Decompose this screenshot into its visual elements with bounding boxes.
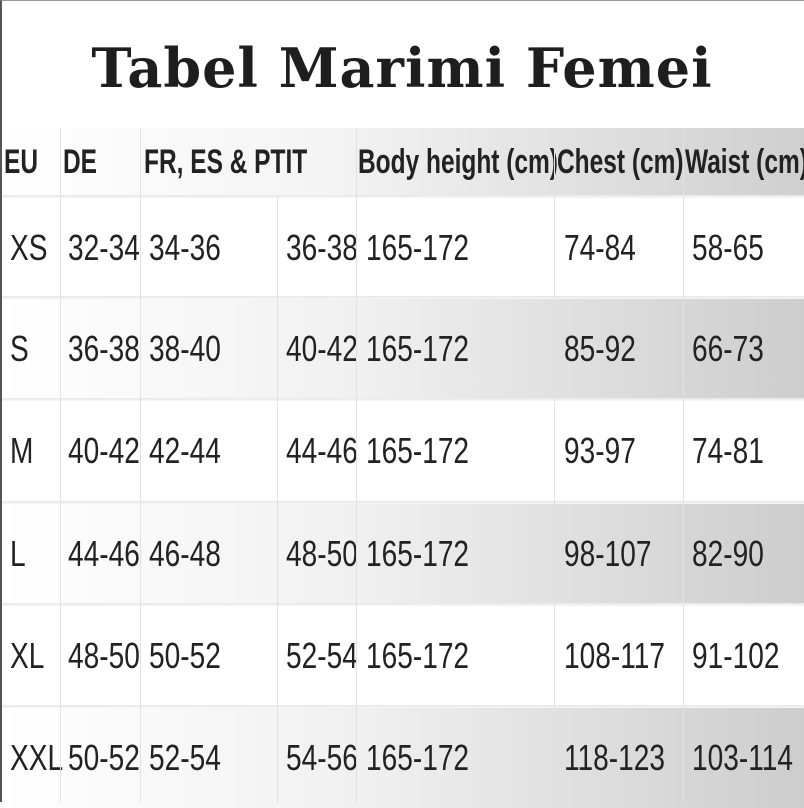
cell-waist: 58-65 bbox=[692, 226, 764, 268]
cell-chest: 108-117 bbox=[564, 634, 665, 676]
cell-body-height: 165-172 bbox=[366, 327, 470, 369]
cell-chest: 93-97 bbox=[564, 429, 636, 471]
cell-waist: 91-102 bbox=[692, 634, 780, 676]
cell-de: 32-34 bbox=[68, 226, 140, 268]
column-divider bbox=[683, 128, 684, 803]
row-divider bbox=[2, 705, 804, 708]
cell-body-height: 165-172 bbox=[366, 429, 470, 471]
cell-eu: M bbox=[10, 429, 34, 471]
cell-fr-es-ptit-alt: 36-38 bbox=[286, 226, 358, 268]
column-divider bbox=[140, 128, 141, 803]
cell-fr-es-ptit: 46-48 bbox=[149, 532, 221, 574]
table-row: M 40-42 42-44 44-46 165-172 93-97 74-81 bbox=[2, 400, 804, 501]
cell-waist: 103-114 bbox=[692, 736, 793, 778]
table-header-row: EU DE FR, ES & PTIT Body height (cm) Che… bbox=[2, 128, 804, 197]
cell-body-height: 165-172 bbox=[366, 634, 470, 676]
cell-fr-es-ptit: 50-52 bbox=[149, 634, 221, 676]
cell-fr-es-ptit: 34-36 bbox=[149, 226, 221, 268]
column-divider bbox=[277, 197, 278, 803]
cell-de: 44-46 bbox=[68, 532, 140, 574]
header-chest: Chest (cm) bbox=[557, 143, 684, 181]
cell-de: 50-52 bbox=[68, 736, 140, 778]
cell-chest: 74-84 bbox=[564, 226, 636, 268]
cell-chest: 98-107 bbox=[564, 532, 652, 574]
cell-waist: 74-81 bbox=[692, 429, 764, 471]
cell-eu: XXL bbox=[10, 736, 64, 778]
cell-waist: 82-90 bbox=[692, 532, 764, 574]
header-fr-es-ptit: FR, ES & PTIT bbox=[144, 143, 308, 181]
cell-de: 36-38 bbox=[68, 327, 140, 369]
cell-body-height: 165-172 bbox=[366, 226, 470, 268]
table-row: XL 48-50 50-52 52-54 165-172 108-117 91-102 bbox=[2, 605, 804, 706]
cell-fr-es-ptit-alt: 40-42 bbox=[286, 327, 358, 369]
cell-chest: 118-123 bbox=[564, 736, 665, 778]
table-row: XS 32-34 34-36 36-38 165-172 74-84 58-65 bbox=[2, 197, 804, 298]
header-body-height: Body height (cm) bbox=[358, 143, 558, 181]
cell-body-height: 165-172 bbox=[366, 736, 470, 778]
table-row: L 44-46 46-48 48-50 165-172 98-107 82-90 bbox=[2, 503, 804, 604]
header-de: DE bbox=[63, 143, 98, 181]
row-divider bbox=[2, 296, 804, 299]
table-row: S 36-38 38-40 40-42 165-172 85-92 66-73 bbox=[2, 298, 804, 399]
cell-fr-es-ptit-alt: 54-56 bbox=[286, 736, 358, 778]
cell-fr-es-ptit-alt: 52-54 bbox=[286, 634, 358, 676]
cell-fr-es-ptit-alt: 44-46 bbox=[286, 429, 358, 471]
cell-eu: L bbox=[10, 532, 26, 574]
row-divider bbox=[2, 603, 804, 606]
header-eu: EU bbox=[4, 143, 39, 181]
cell-fr-es-ptit-alt: 48-50 bbox=[286, 532, 358, 574]
cell-body-height: 165-172 bbox=[366, 532, 470, 574]
column-divider bbox=[60, 128, 61, 803]
cell-waist: 66-73 bbox=[692, 327, 764, 369]
page-title: Tabel Marimi Femei bbox=[91, 36, 713, 100]
cell-eu: XL bbox=[10, 634, 45, 676]
cell-fr-es-ptit: 38-40 bbox=[149, 327, 221, 369]
cell-de: 48-50 bbox=[68, 634, 140, 676]
column-divider bbox=[356, 128, 357, 803]
row-divider bbox=[2, 398, 804, 401]
table-row: XXL 50-52 52-54 54-56 165-172 118-123 103-114 bbox=[2, 707, 804, 808]
header-waist: Waist (cm) bbox=[685, 143, 804, 181]
cell-eu: S bbox=[10, 327, 29, 369]
cell-eu: XS bbox=[10, 226, 48, 268]
cell-de: 40-42 bbox=[68, 429, 140, 471]
cell-fr-es-ptit: 42-44 bbox=[149, 429, 221, 471]
row-divider bbox=[2, 195, 804, 198]
column-divider bbox=[554, 128, 555, 803]
cell-chest: 85-92 bbox=[564, 327, 636, 369]
row-divider bbox=[2, 501, 804, 504]
cell-fr-es-ptit: 52-54 bbox=[149, 736, 221, 778]
